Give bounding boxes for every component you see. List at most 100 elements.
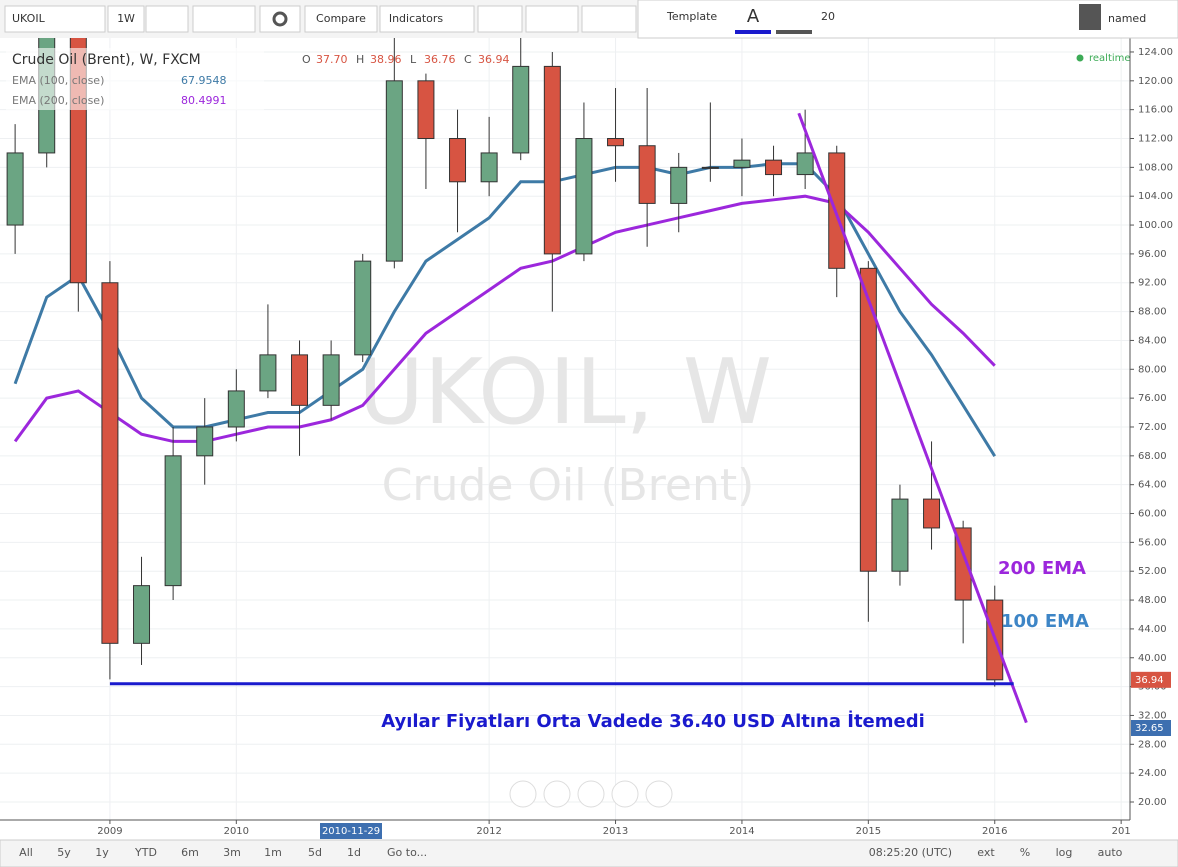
ohlc-value: 37.70	[316, 53, 348, 66]
template[interactable]: Template	[666, 10, 717, 23]
y-tick-label: 124.00	[1138, 47, 1173, 58]
candle-body	[765, 159, 783, 176]
range-button[interactable]: 1m	[264, 846, 282, 859]
overlay: 200 EMA 100 EMA Ayılar Fiyatları Orta Vade…	[6, 48, 1131, 808]
candle-body	[69, 38, 87, 284]
indicators-btn[interactable]	[379, 5, 475, 33]
zoom-button[interactable]	[509, 780, 537, 808]
delete-icon[interactable]	[1079, 4, 1101, 30]
candle-body	[101, 282, 119, 644]
undo-redo[interactable]	[581, 5, 637, 33]
zoom-button[interactable]	[577, 780, 605, 808]
status: realtime	[1089, 53, 1131, 64]
y-tick-label: 56.00	[1138, 537, 1167, 548]
zoom-button[interactable]	[543, 780, 571, 808]
y-tick-label: 28.00	[1138, 739, 1167, 750]
ohlc-key: O	[302, 53, 311, 66]
candle-body	[196, 426, 214, 457]
settings-btn[interactable]	[259, 5, 301, 33]
x-tick-label: 2013	[603, 826, 628, 837]
legend-name: EMA (200, close)	[12, 94, 104, 107]
bottom-bg	[0, 839, 1178, 867]
interval[interactable]: 1W	[117, 12, 135, 25]
legend-value: 80.4991	[181, 94, 227, 107]
chart-style-btn[interactable]	[192, 5, 256, 33]
candle-body	[6, 152, 24, 226]
zoom-button[interactable]	[645, 780, 673, 808]
scale-option[interactable]: %	[1020, 846, 1030, 859]
y-tick-label: 104.00	[1138, 191, 1173, 202]
range-button[interactable]: 3m	[223, 846, 241, 859]
goto-button[interactable]: Go to...	[387, 846, 427, 859]
candle-body	[701, 166, 719, 169]
y-tick-label: 60.00	[1138, 509, 1167, 520]
interval-btn[interactable]	[107, 5, 145, 33]
ohlc-key: H	[356, 53, 364, 66]
legend-name: EMA (100, close)	[12, 74, 104, 87]
range-button[interactable]: 1y	[95, 846, 109, 859]
ohlc-value: 38.96	[370, 53, 402, 66]
compare-btn[interactable]	[304, 5, 378, 33]
ohlc-value: 36.94	[478, 53, 510, 66]
candle-body	[923, 498, 941, 529]
range-button[interactable]: 6m	[181, 846, 199, 859]
plot	[6, 38, 1028, 724]
y-tick-label: 92.00	[1138, 278, 1167, 289]
ohlc-key: L	[410, 53, 417, 66]
clock: 08:25:20 (UTC)	[869, 846, 952, 859]
text-color-icon[interactable]: A	[747, 6, 760, 27]
zoom-button[interactable]	[611, 780, 639, 808]
crosshair-time-box	[320, 823, 382, 839]
chart-title: Crude Oil (Brent), W, FXCM	[12, 52, 201, 68]
y-tick-label: 100.00	[1138, 220, 1173, 231]
alert-btn[interactable]	[477, 5, 523, 33]
x-tick-label: 201	[1112, 826, 1131, 837]
y-tick-label: 24.00	[1138, 768, 1167, 779]
annotation: Ayılar Fiyatları Orta Vadede 36.40 USD A…	[381, 710, 925, 732]
menu-btn[interactable]	[145, 5, 189, 33]
toolbar: UKOIL 1W Compare Indicators Template A 2…	[0, 0, 1178, 39]
y-tick-label: 112.00	[1138, 134, 1173, 145]
candle-body	[891, 498, 909, 572]
candle-body	[859, 267, 877, 572]
y-tick-label: 52.00	[1138, 566, 1167, 577]
font-size[interactable]: 20	[821, 10, 835, 23]
bottom-bar: All 5y 1y YTD 6m 3m 1m 5d 1d Go to... 08:25:20 (UT…	[0, 839, 1178, 867]
x-tick-label: 2010	[224, 826, 249, 837]
y-tick-label: 84.00	[1138, 335, 1167, 346]
scale-option[interactable]: log	[1056, 846, 1073, 859]
candle-body	[164, 455, 182, 587]
scale-option[interactable]: auto	[1098, 846, 1123, 859]
ohlc-value: 36.76	[424, 53, 456, 66]
candle-body	[638, 145, 656, 204]
gear-icon	[272, 11, 288, 27]
compare[interactable]: Compare	[316, 12, 366, 25]
status-dot	[1076, 54, 1084, 62]
range-button[interactable]: YTD	[134, 846, 157, 859]
last-price-box	[1131, 671, 1171, 688]
scale-option[interactable]: ext	[977, 846, 995, 859]
y-tick-label: 20.00	[1138, 797, 1167, 808]
symbol-box[interactable]	[4, 5, 106, 33]
y-tick-label: 96.00	[1138, 249, 1167, 260]
candle-body	[227, 390, 245, 428]
symbol[interactable]: UKOIL	[12, 12, 46, 25]
indicators[interactable]: Indicators	[389, 12, 444, 25]
range-button[interactable]: 5d	[308, 846, 322, 859]
layout-name[interactable]: named	[1108, 12, 1146, 25]
y-tick-label: 80.00	[1138, 364, 1167, 375]
x-tick-label: 2012	[476, 826, 501, 837]
range-button[interactable]: 5y	[57, 846, 71, 859]
y-tick-label: 64.00	[1138, 480, 1167, 491]
annotation: 100 EMA	[1001, 611, 1089, 632]
ohlc-key: C	[464, 53, 472, 66]
trendline	[797, 112, 1028, 724]
candle-body	[322, 354, 340, 406]
range-button[interactable]: 1d	[347, 846, 361, 859]
line-color	[776, 30, 812, 34]
range-button[interactable]: All	[19, 846, 33, 859]
candle-body	[354, 260, 372, 356]
idea-btn[interactable]	[525, 5, 579, 33]
